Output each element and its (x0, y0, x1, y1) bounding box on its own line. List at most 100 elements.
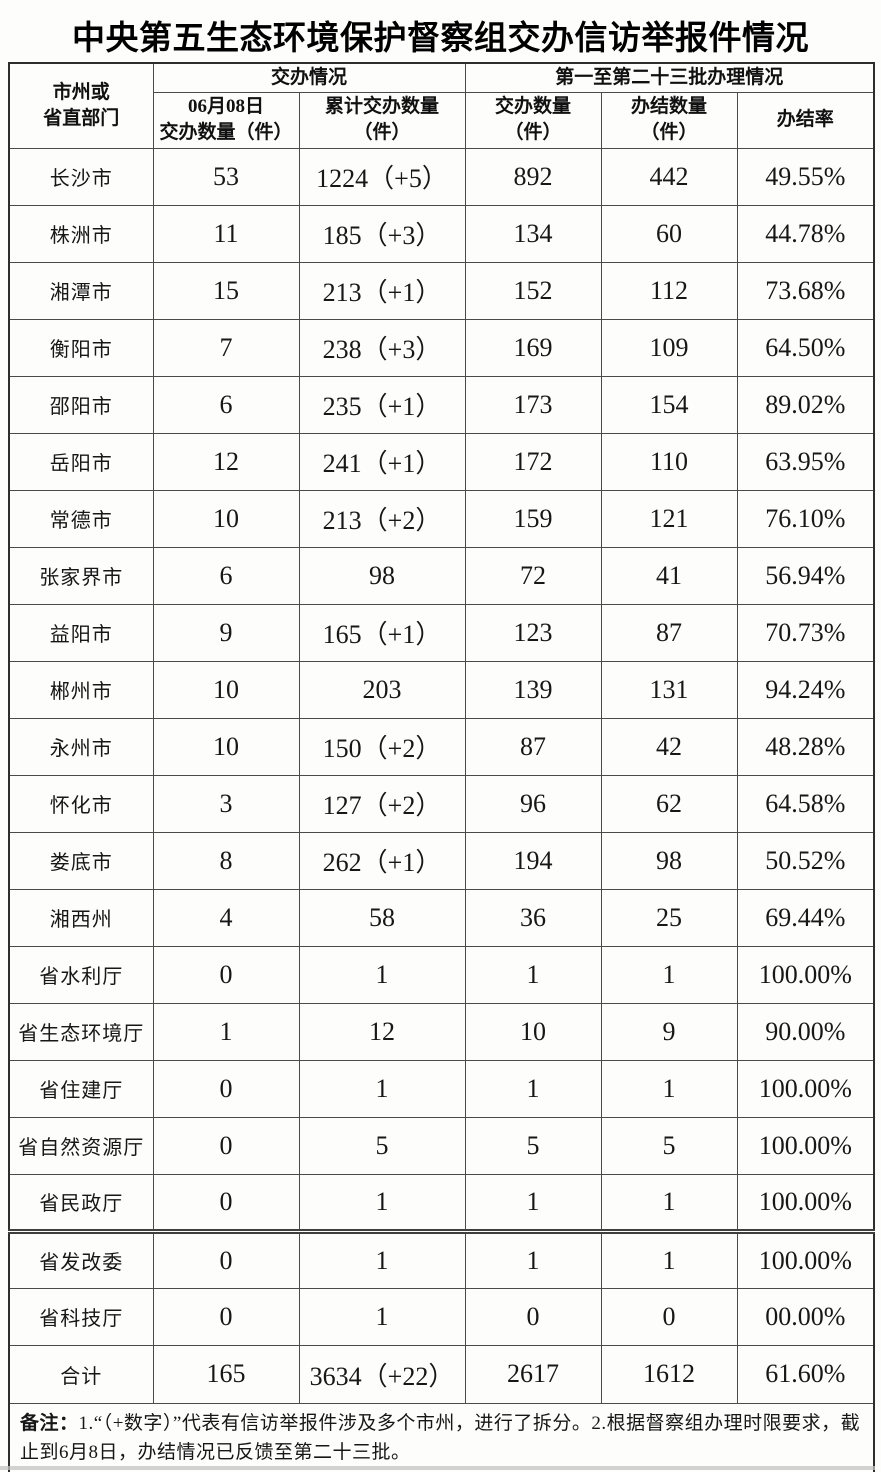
completion-rate-cell: 64.58% (736, 774, 875, 833)
table-row: 邵阳市 6 235（+1） 173 154 89.02% (8, 375, 875, 434)
region-cell: 长沙市 (8, 147, 154, 206)
assigned-count-cell: 123 (464, 603, 602, 662)
region-cell: 湘潭市 (8, 261, 154, 320)
header-group-row: 市州或 省直部门 交办情况 第一至第二十三批办理情况 (8, 62, 875, 149)
completed-count-cell: 112 (600, 261, 738, 320)
region-cell: 娄底市 (8, 831, 154, 890)
completed-count-cell: 1 (600, 1173, 738, 1232)
header-region-line2: 省直部门 (43, 107, 120, 129)
region-cell: 邵阳市 (8, 375, 154, 434)
completed-count-cell: 131 (600, 660, 738, 719)
note-label: 备注： (20, 1412, 79, 1434)
completion-rate-cell: 50.52% (736, 831, 875, 890)
assigned-count-cell: 1 (464, 945, 602, 1004)
cumulative-count-cell: 213（+2） (298, 489, 466, 548)
cumulative-count-cell: 235（+1） (298, 375, 466, 434)
header-cumulative-line1: 累计交办数量 (325, 96, 440, 118)
cumulative-count-cell: 150（+2） (298, 717, 466, 776)
completed-count-cell: 25 (600, 888, 738, 947)
table-row: 益阳市 9 165（+1） 123 87 70.73% (8, 603, 875, 662)
table-body: 长沙市 53 1224（+5） 892 442 49.55% 株洲市 11 18… (8, 147, 875, 1346)
region-cell: 省自然资源厅 (8, 1116, 154, 1175)
table-row: 湘西州 4 58 36 25 69.44% (8, 888, 875, 947)
completed-count-cell: 442 (600, 147, 738, 206)
completed-count-cell: 42 (600, 717, 738, 776)
table-row: 娄底市 8 262（+1） 194 98 50.52% (8, 831, 875, 890)
assigned-count-cell: 139 (464, 660, 602, 719)
completed-count-cell: 9 (600, 1002, 738, 1061)
daily-count-cell: 0 (152, 1173, 300, 1232)
completed-count-cell: 41 (600, 546, 738, 605)
completed-count-cell: 87 (600, 603, 738, 662)
header-assigned-count: 交办数量 （件） (464, 91, 602, 149)
region-cell: 省民政厅 (8, 1173, 154, 1232)
table-row: 省科技厅 0 1 0 0 00.00% (8, 1287, 875, 1346)
table-row: 湘潭市 15 213（+1） 152 112 73.68% (8, 261, 875, 320)
region-cell: 株洲市 (8, 204, 154, 263)
table-row: 省民政厅 0 1 1 1 100.00% (8, 1173, 875, 1232)
daily-count-cell: 0 (152, 1116, 300, 1175)
assigned-count-cell: 159 (464, 489, 602, 548)
completion-rate-cell: 100.00% (736, 945, 875, 1004)
table-row: 永州市 10 150（+2） 87 42 48.28% (8, 717, 875, 776)
completion-rate-cell: 100.00% (736, 1116, 875, 1175)
cumulative-count-cell: 262（+1） (298, 831, 466, 890)
region-cell: 岳阳市 (8, 432, 154, 491)
note-cell: 备注：1.“（+数字）”代表有信访举报件涉及多个市州，进行了拆分。2.根据督察组… (8, 1402, 875, 1472)
header-completed-count: 办结数量 （件） (600, 91, 738, 149)
completion-rate-cell: 56.94% (736, 546, 875, 605)
completed-count-cell: 154 (600, 375, 738, 434)
header-cumulative-count: 累计交办数量 （件） (298, 91, 466, 149)
cumulative-count-cell: 1 (298, 1228, 466, 1289)
note-text: 1.“（+数字）”代表有信访举报件涉及多个市州，进行了拆分。2.根据督察组办理时… (20, 1412, 861, 1463)
completed-count-cell: 110 (600, 432, 738, 491)
table-row: 怀化市 3 127（+2） 96 62 64.58% (8, 774, 875, 833)
report-table: 市州或 省直部门 交办情况 第一至第二十三批办理情况 06月08日 交办数量（件… (8, 62, 876, 1472)
assigned-count-cell: 10 (464, 1002, 602, 1061)
completion-rate-cell: 76.10% (736, 489, 875, 548)
region-cell: 郴州市 (8, 660, 154, 719)
total-daily-cell: 165 (152, 1344, 300, 1404)
completion-rate-cell: 44.78% (736, 204, 875, 263)
assigned-count-cell: 36 (464, 888, 602, 947)
header-group-handle: 第一至第二十三批办理情况 (464, 62, 875, 93)
table-row: 岳阳市 12 241（+1） 172 110 63.95% (8, 432, 875, 491)
completion-rate-cell: 00.00% (736, 1287, 875, 1346)
completed-count-cell: 121 (600, 489, 738, 548)
header-daily-line2: 交办数量（件） (159, 122, 293, 143)
region-cell: 省水利厅 (8, 945, 154, 1004)
cumulative-count-cell: 58 (298, 888, 466, 947)
region-cell: 省生态环境厅 (8, 1002, 154, 1061)
table-row: 衡阳市 7 238（+3） 169 109 64.50% (8, 318, 875, 377)
completion-rate-cell: 69.44% (736, 888, 875, 947)
daily-count-cell: 8 (152, 831, 300, 890)
table-row: 常德市 10 213（+2） 159 121 76.10% (8, 489, 875, 548)
completed-count-cell: 109 (600, 318, 738, 377)
total-rate-cell: 61.60% (736, 1344, 875, 1404)
completion-rate-cell: 100.00% (736, 1173, 875, 1232)
cumulative-count-cell: 203 (298, 660, 466, 719)
assigned-count-cell: 169 (464, 318, 602, 377)
region-cell: 常德市 (8, 489, 154, 548)
cumulative-count-cell: 238（+3） (298, 318, 466, 377)
table-row: 郴州市 10 203 139 131 94.24% (8, 660, 875, 719)
daily-count-cell: 6 (152, 375, 300, 434)
region-cell: 永州市 (8, 717, 154, 776)
region-cell: 益阳市 (8, 603, 154, 662)
header-region: 市州或 省直部门 (8, 62, 154, 149)
daily-count-cell: 12 (152, 432, 300, 491)
daily-count-cell: 0 (152, 945, 300, 1004)
total-assigned-cell: 2617 (464, 1344, 602, 1404)
cumulative-count-cell: 165（+1） (298, 603, 466, 662)
region-cell: 湘西州 (8, 888, 154, 947)
completion-rate-cell: 100.00% (736, 1059, 875, 1118)
daily-count-cell: 0 (152, 1287, 300, 1346)
assigned-count-cell: 87 (464, 717, 602, 776)
header-daily-line1: 06月08日 (187, 96, 264, 118)
completed-count-cell: 98 (600, 831, 738, 890)
completion-rate-cell: 94.24% (736, 660, 875, 719)
table-row: 省生态环境厅 1 12 10 9 90.00% (8, 1002, 875, 1061)
cumulative-count-cell: 1 (298, 945, 466, 1004)
assigned-count-cell: 0 (464, 1287, 602, 1346)
